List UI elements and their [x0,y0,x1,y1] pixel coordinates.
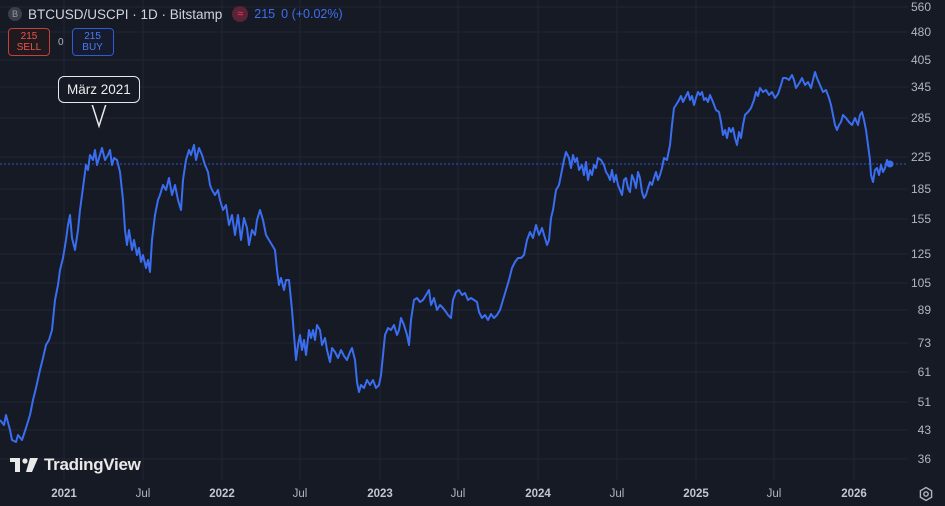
trade-buttons: 215 SELL 0 215 BUY [8,28,114,56]
sell-button[interactable]: 215 SELL [8,28,50,56]
x-tick: Jul [135,488,151,500]
x-tick: 2023 [367,488,393,500]
y-tick: 89 [917,303,931,317]
y-tick: 51 [917,395,931,409]
last-price-dot [886,160,894,168]
price-line [0,71,892,443]
y-tick: 345 [910,80,931,94]
price-change: 0 (+0.02%) [281,7,343,21]
buy-price: 215 [84,31,101,42]
annotation-callout[interactable]: März 2021 [58,76,140,103]
y-tick: 560 [910,0,931,14]
y-tick: 155 [910,212,931,226]
settings-gear-icon[interactable] [918,486,934,502]
x-tick: Jul [609,488,625,500]
grid [0,0,908,480]
callout-pointer-cover [85,103,115,105]
buy-button[interactable]: 215 BUY [71,28,114,56]
x-tick: Jul [450,488,466,500]
y-tick: 61 [917,365,931,379]
y-tick: 185 [910,182,931,196]
spread-value: 0 [58,36,64,48]
y-tick: 43 [917,423,931,437]
y-tick: 105 [910,276,931,290]
y-tick: 480 [910,25,931,39]
buy-label: BUY [82,42,103,53]
tradingview-logo-icon [10,458,38,472]
last-price: 215 [254,7,276,21]
y-tick: 36 [917,452,931,466]
tradingview-logo[interactable]: TradingView [10,455,141,475]
sell-price: 215 [20,31,38,42]
y-tick: 285 [910,111,931,125]
y-tick: 125 [910,247,931,261]
x-tick: 2022 [209,488,235,500]
approx-indicator-icon[interactable]: ≈ [232,6,249,22]
x-tick: 2025 [683,488,709,500]
x-tick: 2021 [51,488,77,500]
y-tick: 225 [910,150,931,164]
y-tick: 405 [910,53,931,67]
symbol-badge-icon: B [8,7,22,21]
y-tick: 73 [917,336,931,350]
sell-label: SELL [16,42,42,53]
x-tick: 2026 [841,488,867,500]
callout-pointer [91,103,107,129]
logo-text: TradingView [44,455,141,474]
chart-header: B BTCUSD/USCPI · 1D · Bitstamp ≈ 215 0 (… [8,6,343,22]
x-tick: Jul [766,488,782,500]
symbol-title[interactable]: BTCUSD/USCPI · 1D · Bitstamp [28,6,223,22]
x-tick: 2024 [525,488,551,500]
x-tick: Jul [292,488,308,500]
